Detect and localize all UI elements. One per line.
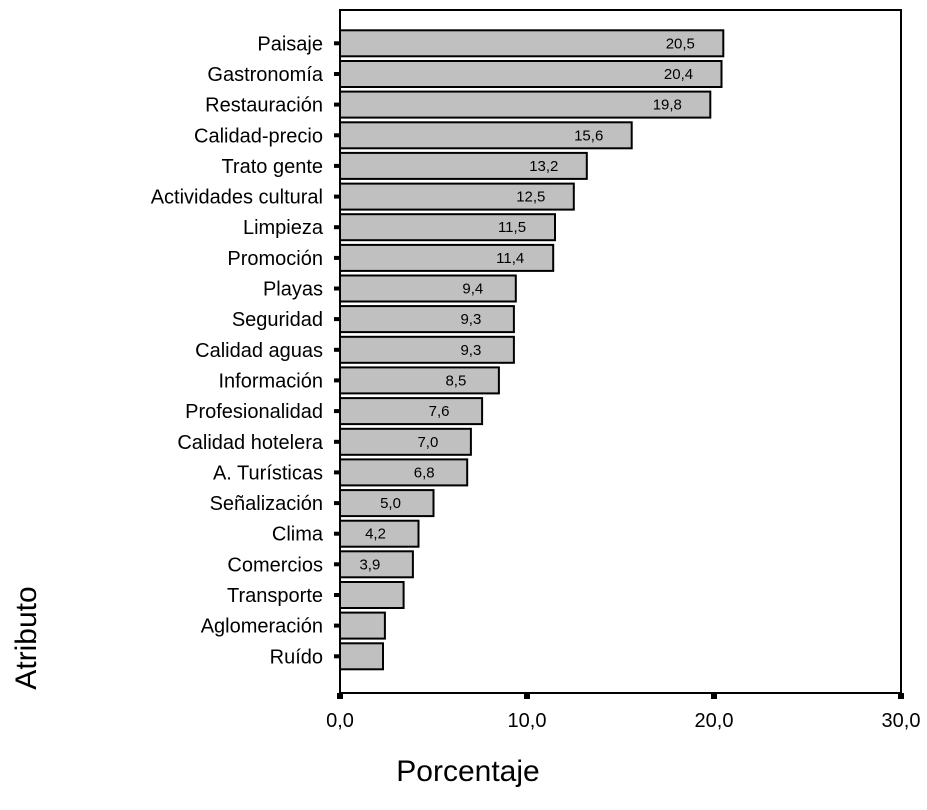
category-label: A. Turísticas [213,462,323,484]
x-tick-label: 30,0 [882,710,921,732]
bar-value-label: 11,5 [498,219,526,236]
y-tick-mark [334,287,339,291]
category-label: Profesionalidad [185,401,323,423]
category-label: Gastronomía [207,64,323,86]
bar-value-label: 20,5 [666,35,695,52]
bar [340,337,514,363]
category-label: Calidad hotelera [177,432,324,454]
y-tick-mark [334,164,339,168]
bar-value-label: 11,4 [496,250,524,267]
bar-value-label: 9,3 [460,311,481,328]
y-tick-mark [334,470,339,474]
bar [340,459,467,485]
y-tick-mark [334,256,339,260]
bars-group: 20,5 20,4 19,8 15,6 13,2 12,5 11,5 11,4 9,4 9,3 9,… [340,30,723,669]
bar [340,613,385,639]
bar-value-label: 7,0 [417,434,438,451]
bar [340,306,514,332]
category-label: Calidad aguas [195,340,323,362]
x-tick-label: 0,0 [326,710,354,732]
bar [340,398,482,424]
x-axis-title: Porcentaje [396,755,539,788]
bar-value-label: 5,0 [380,495,401,512]
y-ticks-group: Paisaje Gastronomía Restauración Calidad-pr… [151,33,339,668]
y-tick-mark [334,532,339,536]
category-label: Ruído [270,646,323,668]
category-label: Limpieza [243,217,324,239]
category-label: Transporte [227,585,323,607]
category-label: Clima [272,524,324,546]
bar-value-label: 6,8 [414,464,435,481]
y-tick-mark [334,41,339,45]
bar-value-label: 15,6 [574,127,603,144]
y-tick-mark [334,133,339,137]
y-tick-mark [334,440,339,444]
category-label: Seguridad [232,309,323,331]
category-label: Promoción [227,248,323,270]
y-tick-mark [334,103,339,107]
y-tick-mark [334,348,339,352]
y-tick-mark [334,317,339,321]
y-tick-mark [334,654,339,658]
x-ticks-group: 0,0 10,0 20,0 30,0 [326,693,920,732]
y-tick-mark [334,195,339,199]
bar [340,367,499,393]
bar-value-label: 9,3 [460,342,481,359]
y-tick-mark [334,593,339,597]
category-label: Información [219,370,324,392]
bar [340,276,516,302]
bar-value-label: 3,9 [359,556,380,573]
bar [340,429,471,455]
bar-value-label: 8,5 [445,372,466,389]
bar-value-label: 9,4 [462,281,483,298]
category-label: Calidad-precio [194,125,323,147]
y-tick-mark [334,225,339,229]
bar [340,582,404,608]
y-tick-mark [334,624,339,628]
y-axis-title: Atributo [10,586,43,689]
y-tick-mark [334,501,339,505]
bar-value-label: 12,5 [516,189,545,206]
y-tick-mark [334,378,339,382]
bar-value-label: 7,6 [429,403,450,420]
category-label: Comercios [227,554,323,576]
bar-value-label: 13,2 [529,158,558,175]
category-label: Aglomeración [201,616,323,638]
y-tick-mark [334,72,339,76]
category-label: Trato gente [221,156,323,178]
bar [340,643,383,669]
category-label: Actividades cultural [151,187,323,209]
x-tick-label: 20,0 [695,710,734,732]
bar-value-label: 19,8 [653,97,682,114]
bar-value-label: 4,2 [365,526,386,543]
category-label: Restauración [205,95,323,117]
x-tick-mark [898,693,904,699]
y-tick-mark [334,562,339,566]
x-tick-mark [524,693,530,699]
y-tick-mark [334,409,339,413]
bar-value-label: 20,4 [664,66,693,83]
x-tick-mark [711,693,717,699]
x-tick-mark [337,693,343,699]
category-label: Playas [263,279,323,301]
x-tick-label: 10,0 [508,710,547,732]
category-label: Señalización [210,493,323,515]
category-label: Paisaje [257,33,323,55]
